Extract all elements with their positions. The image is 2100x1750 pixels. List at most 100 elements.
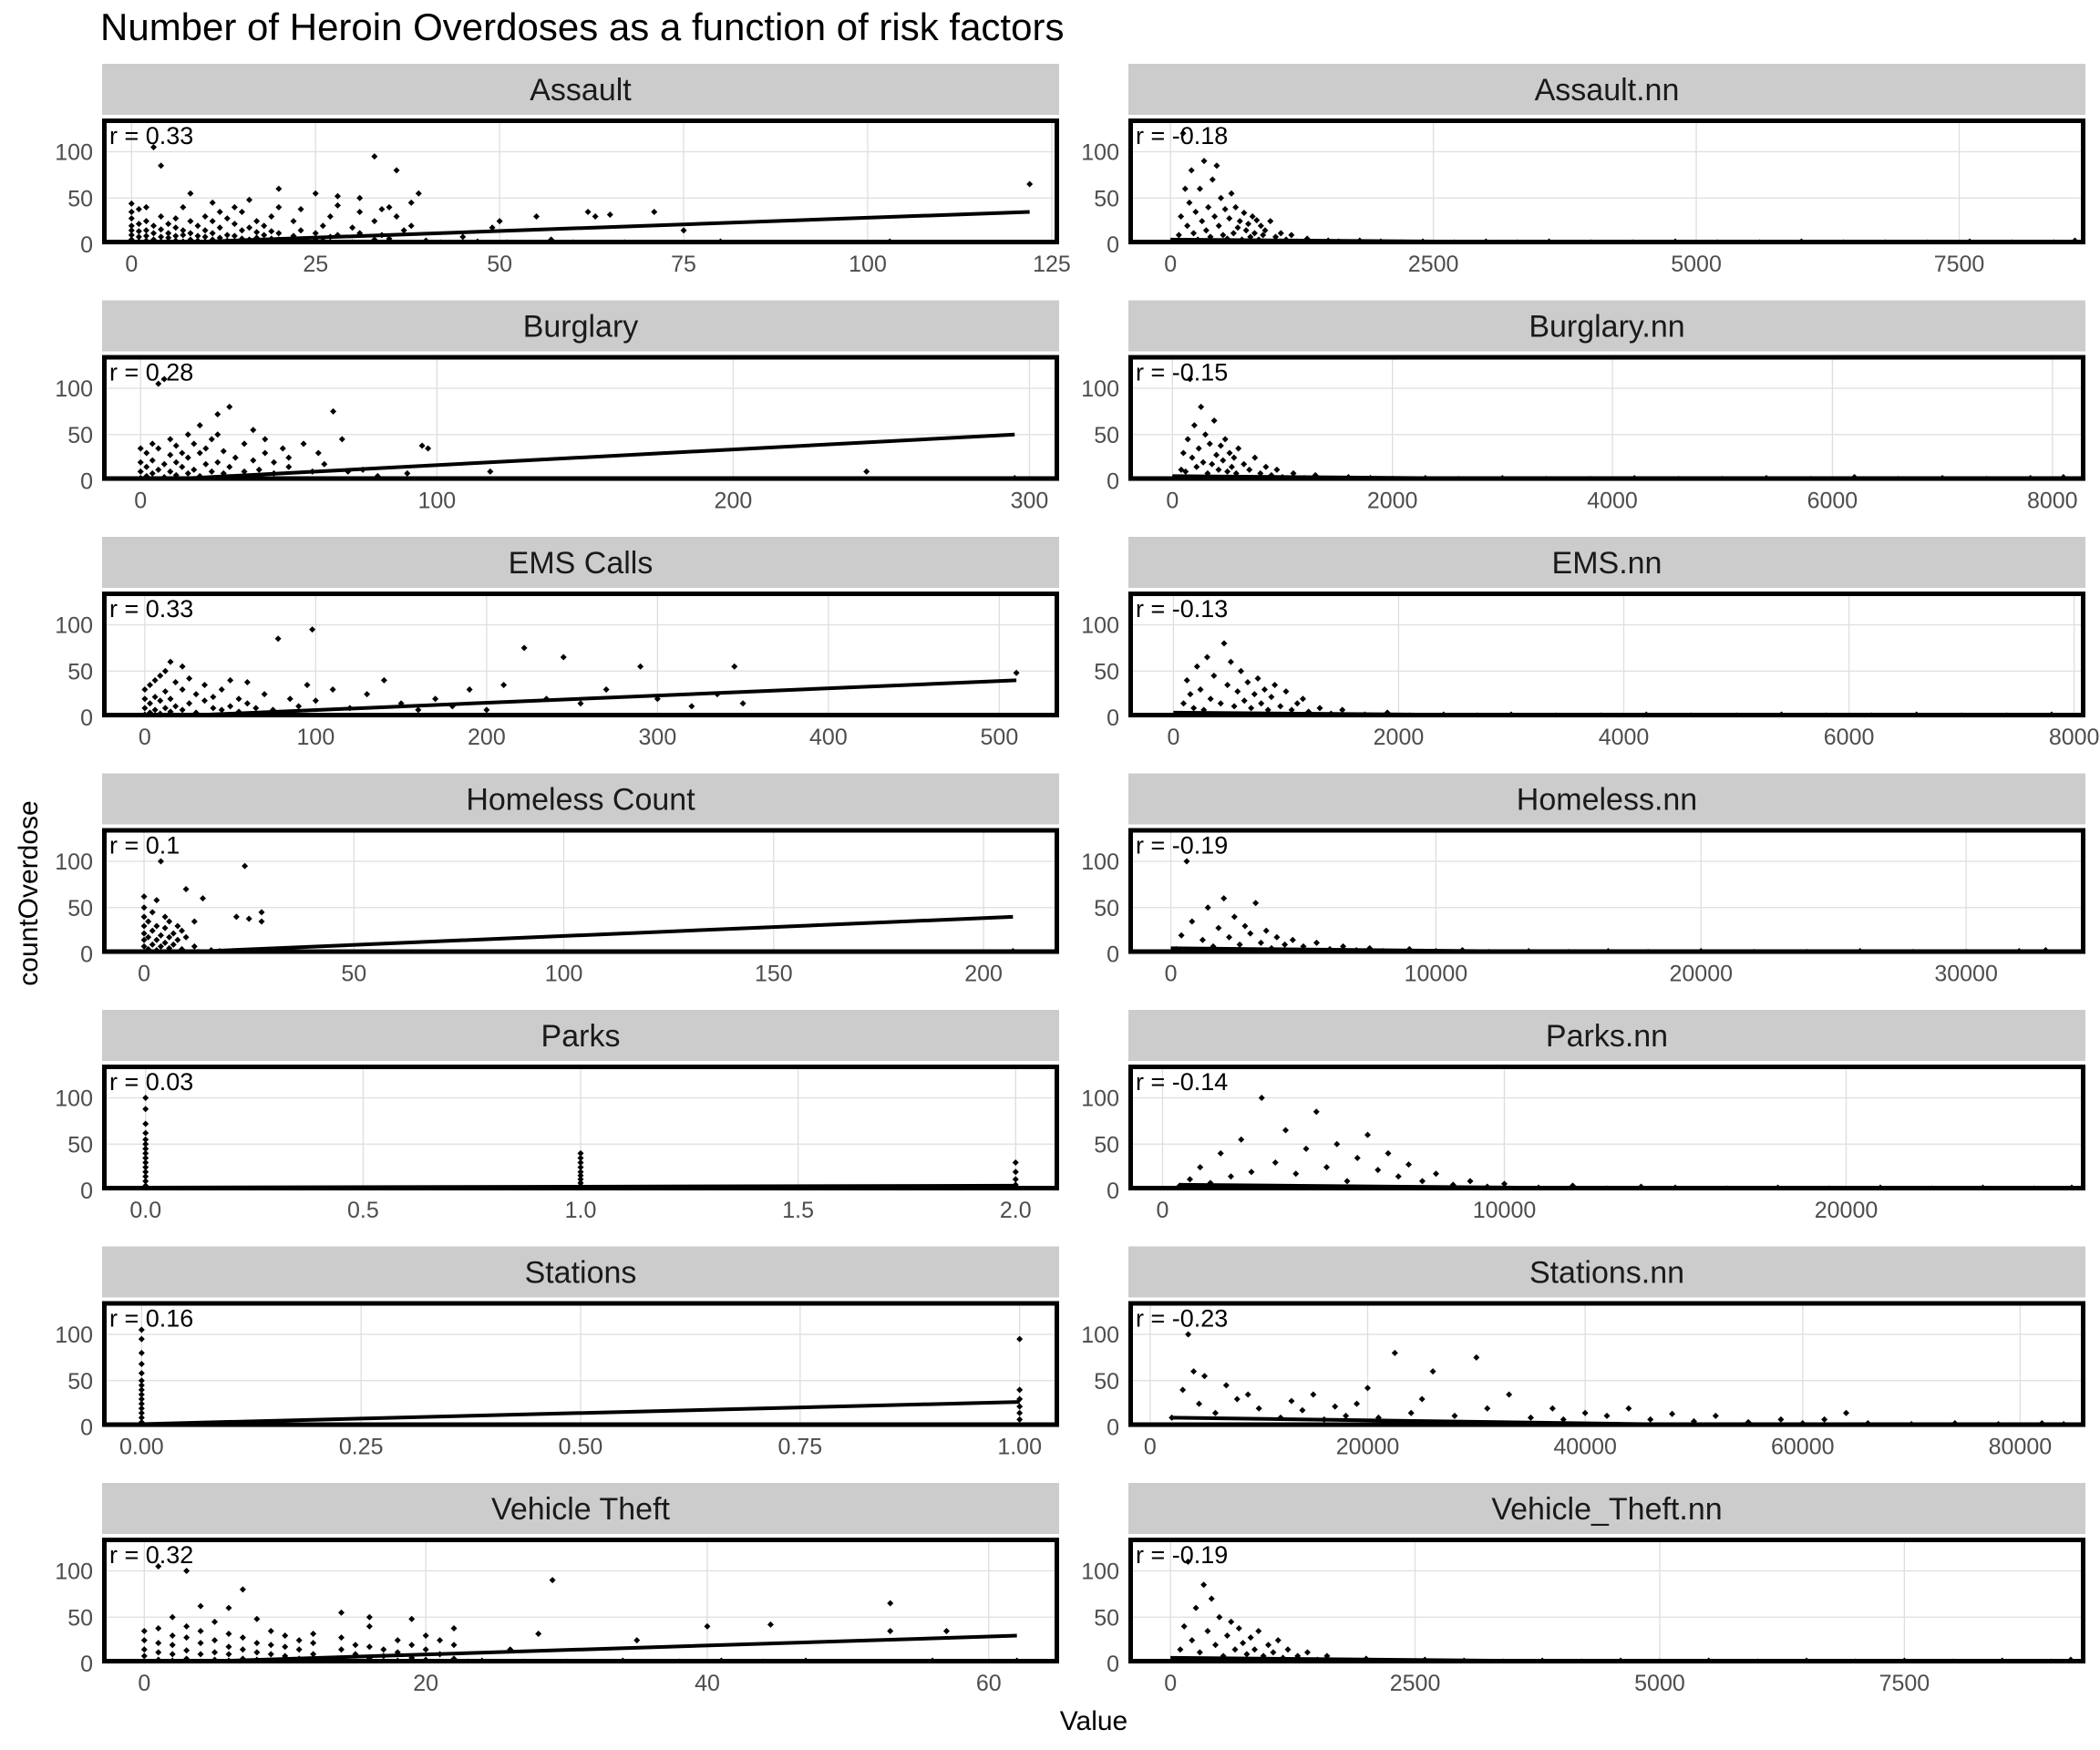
data-point	[371, 218, 378, 225]
data-point	[942, 1627, 950, 1634]
data-point	[209, 230, 216, 237]
data-point	[128, 232, 135, 239]
data-point	[1187, 376, 1194, 383]
data-point	[142, 1178, 149, 1185]
data-point	[151, 706, 159, 714]
data-point	[211, 1637, 219, 1644]
data-point	[140, 1627, 148, 1634]
data-point	[432, 695, 439, 703]
data-point	[1647, 1415, 1654, 1423]
data-point	[577, 1172, 584, 1179]
gridlines	[1128, 1301, 2085, 1428]
data-point	[1175, 232, 1182, 239]
data-point	[1251, 691, 1258, 698]
data-point	[150, 230, 158, 237]
data-point	[1207, 695, 1214, 703]
data-point	[394, 1637, 401, 1644]
data-point	[214, 458, 221, 466]
data-point	[141, 686, 149, 694]
data-point	[165, 230, 172, 237]
data-point	[183, 1568, 190, 1575]
data-point	[241, 440, 248, 448]
data-point	[1248, 705, 1255, 712]
data-point	[1257, 469, 1264, 477]
data-point	[577, 1176, 584, 1183]
data-point	[1238, 667, 1245, 674]
data-point	[275, 203, 283, 211]
data-point	[680, 227, 687, 234]
x-tick-label: 0	[1164, 1671, 1177, 1696]
data-point	[1220, 457, 1227, 464]
data-point	[239, 1586, 246, 1593]
facet-strip	[102, 64, 1059, 115]
data-point	[180, 203, 187, 211]
data-point	[155, 1624, 162, 1632]
data-point	[209, 199, 216, 206]
data-point	[310, 1640, 317, 1647]
data-point	[1272, 233, 1280, 241]
data-point	[422, 1646, 429, 1653]
data-point	[1234, 224, 1241, 232]
data-point	[208, 436, 215, 443]
data-point	[200, 895, 207, 902]
data-point	[140, 942, 148, 950]
x-tick-label: 0.00	[119, 1435, 164, 1460]
facet-strip-label: Parks.nn	[1546, 1019, 1668, 1054]
fit-line	[141, 1400, 1020, 1426]
data-point	[1240, 1640, 1247, 1647]
data-point	[174, 922, 181, 930]
data-point	[1228, 1173, 1234, 1180]
data-point	[184, 469, 191, 477]
facet-assault-nn: Assault.nn r = -0.18 0 50 100 0 2500 5000 7500	[1081, 64, 2085, 277]
y-tick-label: 100	[55, 140, 93, 166]
data-point	[140, 904, 148, 911]
data-point	[239, 1646, 246, 1653]
y-tick-label: 50	[1094, 1605, 1119, 1631]
data-point	[165, 234, 172, 242]
data-point	[135, 221, 142, 228]
data-point	[172, 458, 180, 466]
data-point	[1227, 658, 1234, 665]
data-point	[1184, 436, 1191, 443]
data-point	[275, 230, 283, 237]
data-point	[1451, 1412, 1458, 1419]
data-point	[577, 1164, 584, 1171]
data-point	[166, 918, 173, 925]
data-point	[466, 686, 473, 694]
data-point	[153, 922, 160, 930]
data-point	[1527, 1414, 1534, 1421]
data-point	[201, 213, 209, 221]
facet-strip	[102, 1010, 1059, 1061]
panel-border	[102, 355, 1059, 481]
x-tick-label: 200	[715, 489, 753, 514]
data-point	[282, 1643, 289, 1651]
data-point	[330, 407, 337, 415]
y-tick-label: 0	[1107, 1652, 1119, 1677]
data-point	[1473, 1354, 1480, 1361]
y-tick-label: 100	[1081, 849, 1119, 875]
data-point	[157, 697, 164, 705]
data-point	[487, 468, 494, 475]
data-point	[142, 1173, 149, 1180]
data-point	[1603, 1412, 1611, 1419]
y-tick-label: 100	[55, 376, 93, 402]
x-tick-label: 5000	[1671, 252, 1722, 277]
y-tick-label: 0	[80, 469, 93, 495]
data-point	[1669, 1410, 1676, 1417]
data-point	[201, 697, 208, 705]
data-point	[334, 201, 341, 209]
x-tick-label: 300	[639, 725, 677, 750]
data-point	[138, 1370, 145, 1377]
data-point	[268, 213, 275, 221]
data-point	[252, 705, 260, 712]
data-point	[172, 703, 180, 710]
y-tick-label: 0	[80, 942, 93, 968]
data-point	[161, 667, 169, 674]
data-point	[1230, 703, 1238, 710]
y-tick-label: 100	[55, 1560, 93, 1585]
data-point	[262, 449, 269, 457]
data-point	[633, 1637, 641, 1644]
data-point	[151, 694, 159, 701]
data-point	[1197, 686, 1204, 694]
y-tick-label: 100	[55, 1086, 93, 1112]
